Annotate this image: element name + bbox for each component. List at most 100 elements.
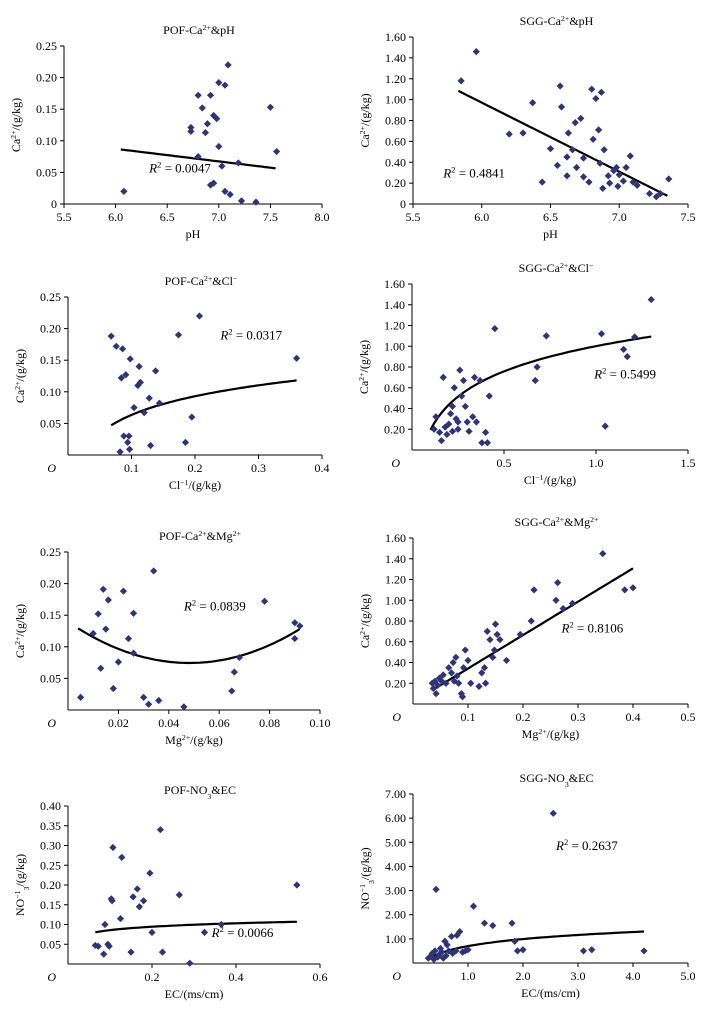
data-point bbox=[126, 355, 134, 363]
data-point bbox=[155, 696, 163, 705]
data-point bbox=[424, 954, 432, 962]
data-point bbox=[119, 587, 128, 595]
x-tick-label: 8.0 bbox=[315, 210, 330, 224]
data-point bbox=[601, 422, 609, 430]
data-point bbox=[549, 809, 557, 817]
data-point bbox=[200, 928, 209, 936]
data-point bbox=[579, 173, 588, 181]
data-point bbox=[134, 381, 142, 390]
y-tick-label: 0.05 bbox=[40, 416, 61, 430]
data-point bbox=[450, 677, 458, 685]
data-point bbox=[146, 869, 154, 877]
data-point bbox=[533, 363, 541, 371]
y-tick-label: 1.40 bbox=[384, 298, 405, 312]
y-tick-label: 0.20 bbox=[384, 422, 405, 436]
data-point bbox=[435, 950, 443, 959]
data-point bbox=[180, 703, 188, 711]
x-tick-label: 4.0 bbox=[626, 969, 641, 983]
data-point bbox=[486, 636, 494, 644]
y-tick-label: 0.25 bbox=[36, 39, 57, 53]
y-axis-label: NO−13/(g/kg) bbox=[13, 854, 31, 916]
data-point bbox=[124, 438, 132, 446]
data-point bbox=[614, 182, 622, 190]
data-point bbox=[563, 172, 571, 180]
x-axis-label: Cl−1/(g/kg) bbox=[169, 478, 221, 493]
data-point bbox=[437, 437, 446, 445]
y-tick-label: 1.60 bbox=[385, 531, 406, 545]
data-point bbox=[438, 948, 446, 956]
data-point bbox=[579, 947, 588, 955]
data-point bbox=[465, 427, 473, 435]
data-point bbox=[600, 146, 608, 154]
data-point bbox=[489, 653, 497, 661]
x-axis-label: EC/(ms/cm) bbox=[165, 987, 224, 1001]
x-tick-label: 0.04 bbox=[158, 716, 179, 730]
data-point bbox=[449, 949, 457, 957]
data-point bbox=[445, 420, 453, 428]
data-point bbox=[652, 193, 660, 201]
data-point bbox=[573, 163, 581, 172]
data-point bbox=[454, 425, 462, 433]
data-point bbox=[430, 955, 438, 963]
data-point bbox=[564, 129, 572, 137]
data-point bbox=[460, 664, 468, 672]
x-tick-label: 0.1 bbox=[461, 710, 476, 724]
data-point bbox=[230, 668, 238, 676]
data-point bbox=[469, 902, 478, 910]
data-point bbox=[568, 599, 577, 607]
origin-label: O bbox=[47, 970, 56, 984]
y-tick-label: 1.20 bbox=[384, 319, 405, 333]
data-point bbox=[145, 394, 153, 402]
data-point bbox=[186, 959, 194, 967]
data-point bbox=[447, 410, 455, 418]
trend-line bbox=[431, 567, 634, 692]
data-point bbox=[595, 126, 603, 134]
data-point bbox=[89, 629, 97, 638]
data-point bbox=[472, 418, 480, 426]
x-tick-label: 0.06 bbox=[209, 716, 230, 730]
data-point bbox=[129, 609, 138, 617]
data-point bbox=[470, 373, 479, 381]
data-point bbox=[441, 937, 449, 945]
data-point bbox=[431, 947, 439, 955]
data-point bbox=[476, 376, 484, 385]
data-point bbox=[546, 145, 555, 153]
data-point bbox=[226, 190, 234, 199]
data-point bbox=[491, 620, 500, 628]
y-tick-label: 1.00 bbox=[385, 93, 406, 107]
chart-title: POF-Ca2+&pH bbox=[163, 23, 235, 38]
y-tick-label: 0.15 bbox=[40, 353, 61, 367]
y-tick-label: 0 bbox=[51, 197, 57, 211]
data-point bbox=[109, 843, 117, 852]
x-tick-label: 0.4 bbox=[315, 461, 330, 475]
data-point bbox=[448, 427, 457, 435]
data-point bbox=[94, 942, 102, 950]
x-tick-label: 0.3 bbox=[571, 710, 586, 724]
x-tick-label: 5.0 bbox=[681, 969, 696, 983]
x-tick-label: 6.5 bbox=[543, 210, 558, 224]
data-point bbox=[485, 392, 493, 400]
data-point bbox=[463, 418, 471, 426]
data-point bbox=[478, 439, 486, 447]
x-tick-label: 1.5 bbox=[681, 456, 696, 470]
x-tick-label: 1.0 bbox=[589, 456, 604, 470]
data-point bbox=[480, 919, 489, 927]
data-point bbox=[480, 664, 489, 672]
data-point bbox=[621, 586, 629, 594]
data-point bbox=[459, 376, 468, 385]
data-point bbox=[606, 179, 614, 187]
y-tick-label: 1.00 bbox=[384, 339, 405, 353]
data-point bbox=[217, 920, 225, 929]
data-point bbox=[604, 172, 612, 180]
data-point bbox=[215, 79, 223, 87]
data-point bbox=[553, 161, 561, 169]
y-tick-label: 0.40 bbox=[385, 155, 406, 169]
y-tick-label: 0.80 bbox=[385, 614, 406, 628]
x-tick-label: 0.10 bbox=[310, 716, 331, 730]
chart-p4: SGG-Ca2+&Cl− 0.20 0.40 0.60 0.80 1.00 1.20 1.40… bbox=[357, 261, 696, 488]
data-point bbox=[158, 948, 167, 956]
data-point bbox=[531, 376, 539, 385]
data-point bbox=[597, 88, 605, 96]
data-point bbox=[432, 885, 440, 893]
data-point bbox=[291, 619, 299, 627]
